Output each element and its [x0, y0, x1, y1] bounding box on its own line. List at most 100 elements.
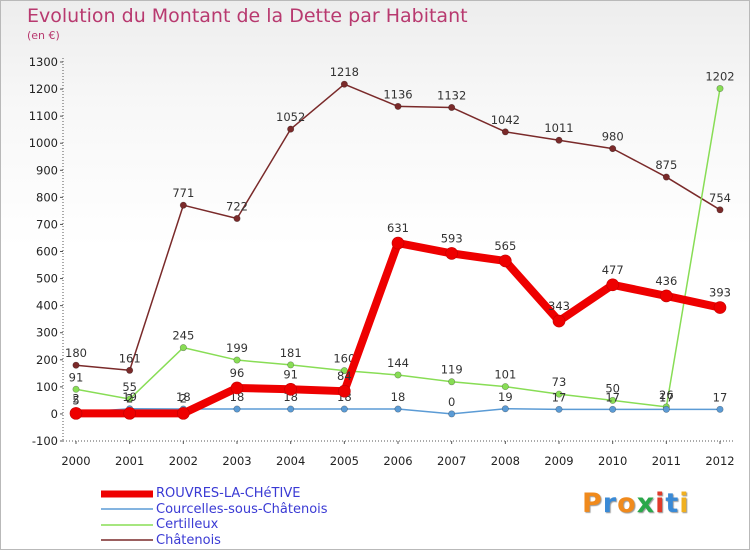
x-tick-label: 2009 — [544, 454, 573, 468]
data-label: 593 — [441, 231, 463, 245]
data-label: 2 — [72, 391, 79, 405]
data-label: 1202 — [705, 70, 734, 84]
data-point — [609, 396, 617, 404]
data-label: 17 — [659, 390, 674, 404]
data-label: 50 — [605, 381, 620, 395]
data-label: 2 — [126, 391, 133, 405]
data-point — [660, 289, 673, 303]
data-point — [555, 390, 563, 398]
data-point — [126, 395, 134, 403]
data-label: 1042 — [491, 113, 520, 127]
data-label: 19 — [122, 390, 137, 404]
data-point — [340, 405, 348, 413]
x-tick-label: 2006 — [383, 454, 412, 468]
legend-label-chatenois: Châtenois — [156, 532, 221, 548]
legend-label-courcelles: Courcelles-sous-Châtenois — [156, 501, 328, 517]
data-point — [555, 136, 563, 144]
data-label: 17 — [605, 390, 620, 404]
data-label: 91 — [69, 370, 84, 384]
series-chatenois: 180 161 771 722 1052 1218 1136 1132 1042 1011 980 8… — [65, 65, 731, 374]
series-rouvres-la-chetive: 2 2 2 96 91 84 631 593 565 343 477 436 393 — [69, 221, 731, 420]
data-point — [72, 361, 80, 369]
data-point — [552, 314, 566, 328]
data-label: 0 — [448, 395, 455, 409]
logo-letter: P — [582, 488, 603, 519]
legend-label-certilleux: Certilleux — [156, 517, 219, 533]
data-point — [606, 278, 619, 292]
data-point — [609, 405, 617, 413]
y-tick-label: -100 — [32, 434, 58, 448]
data-label: 26 — [659, 388, 674, 402]
data-point — [340, 367, 348, 375]
data-point — [233, 405, 241, 413]
legend-swatch-rouvres — [101, 490, 153, 498]
data-point — [716, 405, 724, 413]
y-tick-label: 1200 — [29, 82, 58, 96]
data-label: 17 — [713, 390, 728, 404]
data-label: 980 — [602, 130, 624, 144]
data-point — [179, 201, 187, 209]
x-tick-label: 2010 — [598, 454, 627, 468]
data-point — [716, 206, 724, 214]
data-point — [501, 383, 509, 391]
logo-letter: x — [636, 488, 656, 519]
data-label: 245 — [172, 329, 194, 343]
data-point — [394, 371, 402, 379]
data-point — [609, 145, 617, 153]
x-tick-label: 2003 — [222, 454, 251, 468]
data-point — [662, 405, 670, 413]
data-label: 565 — [494, 239, 516, 253]
x-tick-label: 2011 — [652, 454, 681, 468]
legend-swatch-courcelles — [101, 508, 153, 510]
logo-letter: i — [655, 488, 666, 519]
data-label: 161 — [119, 351, 141, 365]
y-tick-label: 400 — [36, 299, 58, 313]
legend-item-courcelles: Courcelles-sous-Châtenois — [101, 502, 328, 518]
data-label: 119 — [441, 363, 463, 377]
legend-item-certilleux: Certilleux — [101, 517, 328, 533]
y-tick-label: 1300 — [29, 55, 58, 69]
y-tick-label: 300 — [36, 326, 58, 340]
legend-swatch-certilleux — [101, 524, 153, 526]
x-tick-label: 2002 — [169, 454, 198, 468]
data-label: 754 — [709, 191, 731, 205]
data-point — [284, 382, 297, 396]
y-tick-label: 900 — [36, 163, 58, 177]
x-tick-label: 2008 — [491, 454, 520, 468]
chart-title: Evolution du Montant de la Dette par Hab… — [27, 5, 468, 27]
data-label: 17 — [552, 390, 567, 404]
y-tick-label: 600 — [36, 245, 58, 259]
legend-item-chatenois: Châtenois — [101, 533, 328, 549]
data-label: 84 — [337, 369, 352, 383]
y-tick-label: 200 — [36, 353, 58, 367]
data-label: 19 — [498, 390, 513, 404]
data-point — [69, 407, 83, 420]
legend-swatch-chatenois — [101, 539, 153, 541]
data-label: 101 — [494, 368, 516, 382]
data-point — [662, 173, 670, 181]
x-tick-label: 2001 — [115, 454, 144, 468]
data-label: 96 — [230, 366, 245, 380]
x-tick-label: 2004 — [276, 454, 305, 468]
data-label: 18 — [391, 390, 406, 404]
data-point — [501, 128, 509, 136]
chart-unit-label: (en €) — [27, 29, 60, 42]
data-label: 160 — [333, 352, 355, 366]
data-label: 875 — [655, 158, 677, 172]
series-courcelles-sous-chatenois: 519181818181801917171717 — [72, 390, 728, 418]
logo-letter: o — [617, 488, 637, 519]
legend-label-rouvres: ROUVRES-LA-CHéTIVE — [156, 486, 301, 502]
data-point — [338, 384, 351, 398]
data-point — [448, 410, 456, 418]
data-point — [287, 405, 295, 413]
data-label: 477 — [602, 263, 624, 277]
data-label: 1136 — [383, 87, 412, 101]
legend-item-rouvres: ROUVRES-LA-CHéTIVE — [101, 486, 328, 502]
data-point — [448, 378, 456, 386]
data-label: 1052 — [276, 110, 305, 124]
data-label: 199 — [226, 341, 248, 355]
y-tick-label: 0 — [51, 407, 58, 421]
data-label: 55 — [122, 380, 137, 394]
data-label: 631 — [387, 221, 409, 235]
